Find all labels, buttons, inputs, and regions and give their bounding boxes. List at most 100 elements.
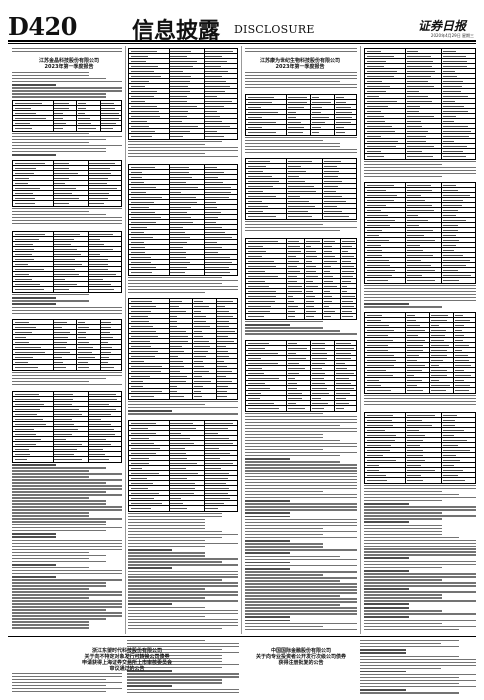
text-line <box>12 515 89 517</box>
table-cell <box>205 65 221 67</box>
table-cell <box>366 464 379 466</box>
table-cell <box>89 428 114 430</box>
table-cell <box>130 457 150 459</box>
table-row <box>13 325 121 330</box>
table-cell-border <box>405 124 406 128</box>
table-cell <box>406 389 423 391</box>
table-cell-border <box>52 126 54 131</box>
text-line <box>128 143 205 146</box>
table-cell <box>170 335 189 337</box>
text-line <box>364 539 476 541</box>
text-block <box>12 294 122 316</box>
table-cell-border <box>441 223 442 227</box>
table-cell-border <box>405 84 406 88</box>
table-cell <box>54 326 62 328</box>
table-cell-border <box>340 289 341 293</box>
table-row <box>13 442 121 447</box>
text-line <box>128 539 205 542</box>
table-row <box>129 64 237 69</box>
text-line <box>360 642 442 645</box>
table-cell <box>77 102 86 104</box>
table-row <box>129 89 237 94</box>
table-cell-border <box>441 268 442 272</box>
table-cell-border <box>203 99 205 103</box>
table-cell <box>335 387 354 389</box>
table-cell-border <box>441 443 442 447</box>
table-cell-border <box>453 368 454 372</box>
table-cell-border <box>168 314 170 318</box>
table-row <box>365 248 475 253</box>
text-line <box>245 74 357 77</box>
table-cell-border <box>322 199 323 203</box>
table-cell <box>442 184 456 186</box>
table-cell-border <box>441 104 442 108</box>
table-cell-border <box>286 120 287 124</box>
data-table <box>364 312 476 394</box>
table-cell <box>406 329 426 331</box>
table-cell-border <box>52 320 54 324</box>
text-line <box>364 566 443 569</box>
table-cell <box>341 245 353 247</box>
table-cell <box>406 384 418 386</box>
table-cell-border <box>99 360 101 364</box>
table-cell <box>454 389 469 391</box>
table-cell-border <box>87 181 89 185</box>
table-cell <box>205 427 228 429</box>
table-cell-border <box>322 264 323 268</box>
table-cell <box>54 268 75 270</box>
table-cell <box>366 479 388 481</box>
text-line <box>12 133 89 135</box>
table-cell <box>341 265 355 267</box>
table-row <box>129 339 237 344</box>
table-cell <box>442 244 456 246</box>
table-cell <box>14 162 45 164</box>
table-cell <box>287 121 301 123</box>
table-row <box>13 320 121 325</box>
table-row <box>129 319 237 324</box>
table-cell <box>335 397 346 399</box>
table-cell-border <box>441 463 442 467</box>
table-cell <box>247 285 270 287</box>
table-cell <box>247 290 277 292</box>
table-cell <box>170 487 195 489</box>
table-cell <box>305 285 318 287</box>
table-cell-border <box>203 456 205 460</box>
table-cell-border <box>76 360 77 364</box>
table-cell <box>205 171 224 173</box>
table-cell <box>442 140 454 142</box>
table-cell <box>130 221 156 223</box>
table-cell-border <box>215 319 217 323</box>
table-cell <box>217 300 234 302</box>
table-cell-border <box>52 447 54 451</box>
table-cell <box>442 274 472 276</box>
table-cell <box>205 457 221 459</box>
table-cell <box>14 182 29 184</box>
table-cell <box>366 274 392 276</box>
table-cell-border <box>168 255 170 259</box>
table-cell-border <box>340 254 341 258</box>
table-cell-border <box>87 272 89 276</box>
table-cell <box>54 177 69 179</box>
table-cell <box>406 379 422 381</box>
table-cell <box>442 219 467 221</box>
table-cell-border <box>192 389 193 393</box>
table-cell <box>406 324 421 326</box>
table-cell-border <box>168 200 170 204</box>
table-cell <box>323 255 336 257</box>
table-cell-border <box>310 110 311 114</box>
table-cell <box>442 135 470 137</box>
table-cell-border <box>168 175 170 179</box>
table-cell <box>442 264 467 266</box>
company-name: 浙江东望时代科技股份有限公司 <box>91 648 162 654</box>
table-cell <box>205 271 230 273</box>
table-cell <box>205 206 217 208</box>
table-cell-border <box>405 348 406 352</box>
text-line <box>128 527 205 530</box>
table-row <box>365 433 475 438</box>
table-cell-border <box>203 89 205 93</box>
announcement-headline: 获得注册批复的公告 <box>278 660 324 666</box>
text-line <box>364 490 443 493</box>
text-line <box>12 216 122 219</box>
table-cell-border <box>52 287 54 292</box>
table-cell-border <box>405 134 406 138</box>
